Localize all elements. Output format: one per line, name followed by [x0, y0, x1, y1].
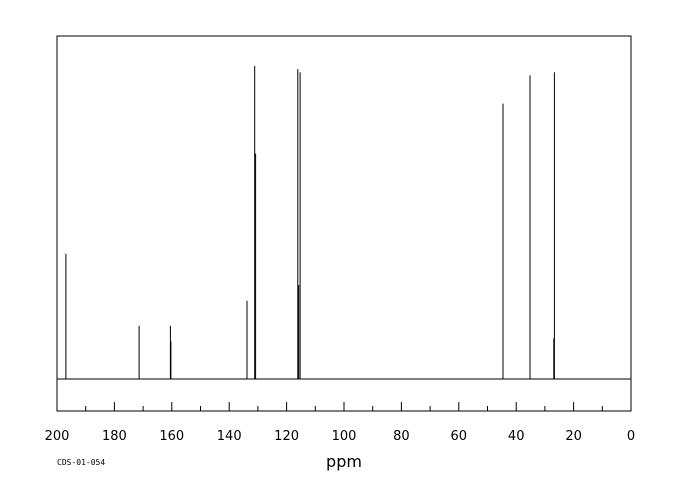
tick-label-160: 160	[159, 429, 184, 444]
x-axis-title: ppm	[326, 452, 362, 471]
tick-label-80: 80	[393, 429, 410, 444]
tick-label-40: 40	[508, 429, 525, 444]
spectrum-code: CDS-01-054	[57, 458, 105, 467]
tick-label-120: 120	[274, 429, 299, 444]
tick-label-0: 0	[627, 429, 635, 444]
tick-label-140: 140	[217, 429, 242, 444]
tick-label-200: 200	[45, 429, 70, 444]
peak-group	[65, 66, 555, 379]
tick-label-60: 60	[451, 429, 468, 444]
tick-label-180: 180	[102, 429, 127, 444]
x-axis-tick-labels: 200 180 160 140 120 100 80 60 40 20 0	[45, 429, 636, 444]
tick-label-100: 100	[332, 429, 357, 444]
tick-label-20: 20	[565, 429, 582, 444]
plot-frame	[56, 35, 632, 412]
x-axis-ticks	[56, 402, 632, 411]
